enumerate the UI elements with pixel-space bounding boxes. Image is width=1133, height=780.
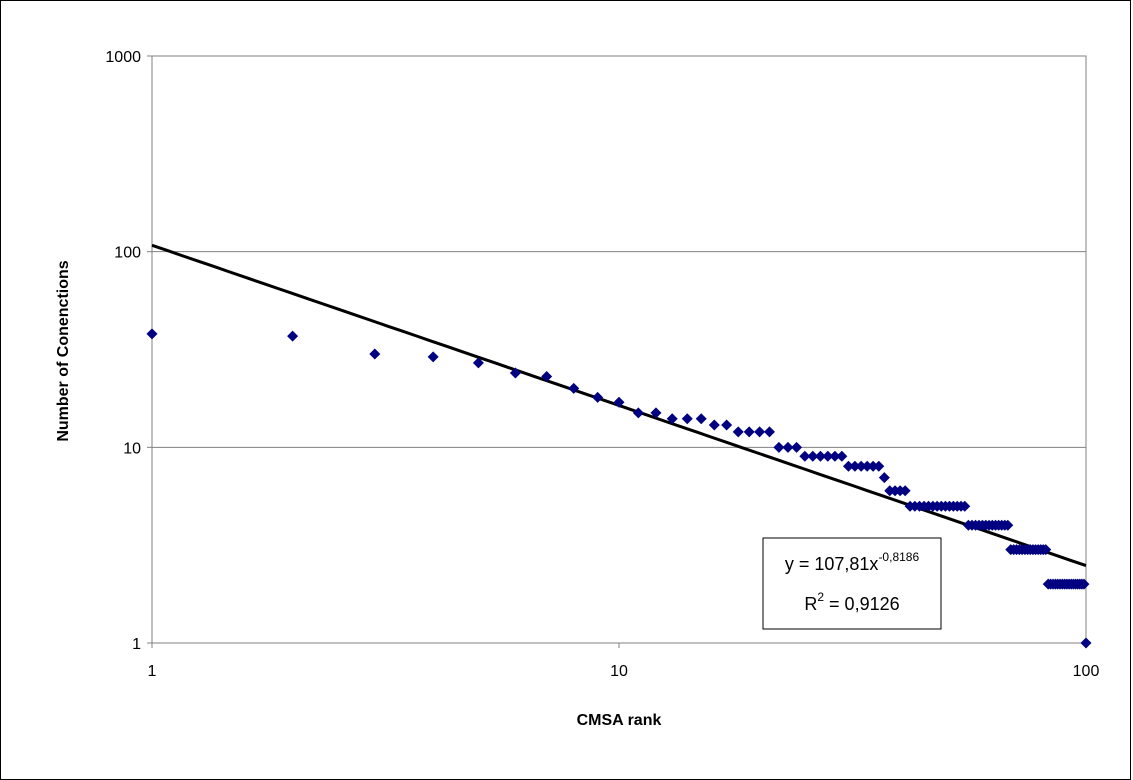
r-squared-label: R2 = 0,9126 — [804, 590, 899, 614]
equation-main: y = 107,81x — [785, 554, 879, 574]
data-point — [782, 441, 794, 453]
data-point — [146, 328, 158, 340]
x-tick-label: 10 — [610, 663, 628, 680]
y-tick-label: 1 — [132, 636, 141, 653]
trendline-equation: y = 107,81x-0,8186 — [785, 550, 920, 574]
data-point — [369, 348, 381, 360]
data-point — [666, 413, 678, 425]
data-point — [842, 460, 854, 472]
data-point — [472, 357, 484, 369]
x-tick-label: 100 — [1073, 663, 1100, 680]
data-point — [1002, 519, 1014, 531]
data-point — [743, 426, 755, 438]
y-tick-label: 10 — [123, 440, 141, 457]
data-point — [427, 351, 439, 363]
r2-letter: R — [804, 594, 817, 614]
data-point — [861, 460, 873, 472]
data-point — [650, 407, 662, 419]
data-point — [754, 426, 766, 438]
x-tick-label: 1 — [148, 663, 157, 680]
data-point — [878, 472, 890, 484]
data-point — [867, 460, 879, 472]
data-point — [829, 450, 841, 462]
data-point — [1040, 544, 1052, 556]
data-point — [721, 419, 733, 431]
data-point — [899, 485, 911, 497]
trendline-equation-box: y = 107,81x-0,8186 R2 = 0,9126 — [762, 537, 942, 630]
r2-superscript: 2 — [817, 590, 824, 604]
equation-exponent: -0,8186 — [878, 550, 919, 564]
data-point — [681, 413, 693, 425]
data-point — [959, 500, 971, 512]
data-point — [708, 419, 720, 431]
data-point — [814, 450, 826, 462]
data-point — [1078, 578, 1090, 590]
data-point — [732, 426, 744, 438]
data-point — [855, 460, 867, 472]
data-point — [695, 413, 707, 425]
data-points — [146, 328, 1092, 649]
data-point — [613, 396, 625, 408]
data-point — [822, 450, 834, 462]
data-point — [873, 460, 885, 472]
data-point — [791, 441, 803, 453]
data-point — [1080, 637, 1092, 649]
x-axis-title: CMSA rank — [577, 712, 662, 729]
y-tick-labels: 1 10 100 1000 — [105, 49, 152, 653]
data-point — [773, 441, 785, 453]
grid-lines — [152, 251, 1086, 448]
plot-area — [151, 55, 1087, 644]
y-tick-label: 1000 — [105, 49, 141, 66]
data-point — [763, 426, 775, 438]
data-point — [287, 330, 299, 342]
data-point — [541, 371, 553, 383]
y-tick-label: 100 — [114, 245, 141, 262]
r2-value: = 0,9126 — [824, 594, 900, 614]
y-axis-title: Number of Conenctions — [55, 260, 72, 441]
x-tick-labels: 1 10 100 — [148, 643, 1100, 680]
data-point — [836, 450, 848, 462]
data-point — [849, 460, 861, 472]
data-point — [592, 391, 604, 403]
data-point — [807, 450, 819, 462]
data-point — [632, 407, 644, 419]
equation-box-frame — [762, 537, 942, 630]
data-point — [568, 382, 580, 394]
data-point — [799, 450, 811, 462]
